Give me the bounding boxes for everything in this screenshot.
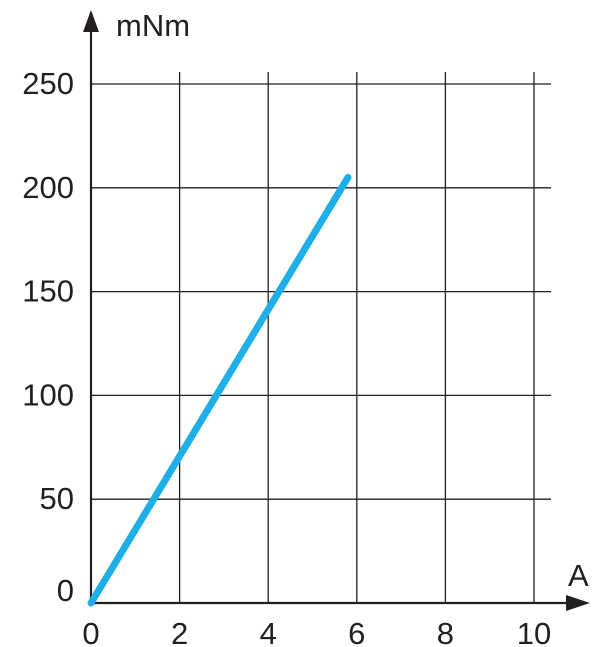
y-tick-label-250: 250 <box>22 66 74 101</box>
y-tick-label-150: 150 <box>22 274 74 309</box>
y-tick-label-0: 0 <box>57 573 74 608</box>
series-layer <box>87 173 352 607</box>
series-line-0 <box>87 173 352 607</box>
x-tick-label-2: 2 <box>171 616 188 647</box>
y-tick-label-100: 100 <box>22 377 74 412</box>
x-tick-label-6: 6 <box>348 616 365 647</box>
axes <box>83 10 590 611</box>
x-tick-label-4: 4 <box>260 616 277 647</box>
y-tick-label-200: 200 <box>22 170 74 205</box>
x-tick-label-0: 0 <box>82 616 99 647</box>
y-axis-unit: mNm <box>116 8 190 43</box>
x-axis-unit: A <box>568 558 589 593</box>
x-tick-label-8: 8 <box>437 616 454 647</box>
x-tick-label-10: 10 <box>517 616 551 647</box>
grid <box>91 72 551 603</box>
y-axis-arrow-icon <box>83 10 99 32</box>
x-axis-arrow-icon <box>566 595 590 611</box>
y-tick-label-50: 50 <box>40 481 74 516</box>
